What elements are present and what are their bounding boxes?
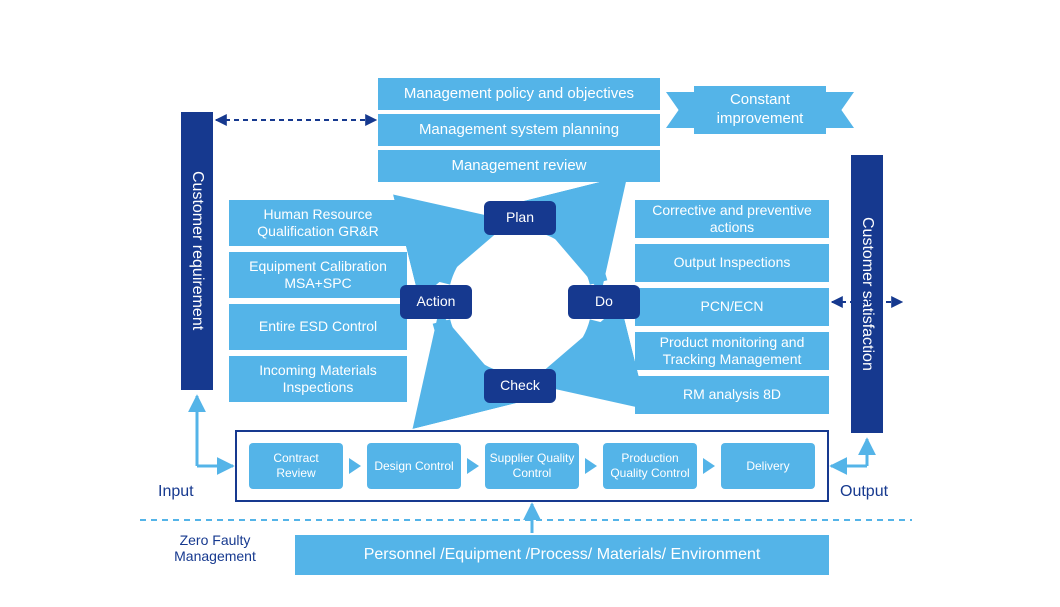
process-arrow-icon bbox=[585, 458, 597, 474]
process-step: Design Control bbox=[367, 443, 461, 489]
customer-satisfaction-text: Customer satisfaction bbox=[857, 217, 877, 371]
process-arrow-icon bbox=[703, 458, 715, 474]
customer-requirement-bar: Customer requirement bbox=[181, 112, 213, 390]
left-stack-item: Incoming Materials Inspections bbox=[229, 356, 407, 402]
right-stack: Corrective and preventive actions Output … bbox=[635, 200, 829, 420]
right-stack-item: Output Inspections bbox=[635, 244, 829, 282]
process-step: Delivery bbox=[721, 443, 815, 489]
zero-faulty-label: Zero Faulty Management bbox=[155, 532, 275, 564]
input-label: Input bbox=[158, 483, 194, 501]
right-stack-item: RM analysis 8D bbox=[635, 376, 829, 414]
ribbon-tail-left bbox=[666, 92, 694, 128]
process-step: Production Quality Control bbox=[603, 443, 697, 489]
pdca-node-plan: Plan bbox=[484, 201, 556, 235]
top-stack-item: Management review bbox=[378, 150, 660, 182]
customer-satisfaction-bar: Customer satisfaction bbox=[851, 155, 883, 433]
left-stack-item: Equipment Calibration MSA+SPC bbox=[229, 252, 407, 298]
bottom-bar: Personnel /Equipment /Process/ Materials… bbox=[295, 535, 829, 575]
right-stack-item: Product monitoring and Tracking Manageme… bbox=[635, 332, 829, 370]
pdca-node-check: Check bbox=[484, 369, 556, 403]
top-stack: Management policy and objectives Manageme… bbox=[378, 78, 660, 186]
right-stack-item: PCN/ECN bbox=[635, 288, 829, 326]
top-stack-item: Management system planning bbox=[378, 114, 660, 146]
right-stack-item: Corrective and preventive actions bbox=[635, 200, 829, 238]
top-stack-item: Management policy and objectives bbox=[378, 78, 660, 110]
pdca-node-do: Do bbox=[568, 285, 640, 319]
process-arrow-icon bbox=[467, 458, 479, 474]
bottom-bar-text: Personnel /Equipment /Process/ Materials… bbox=[364, 545, 761, 565]
pdca-node-action: Action bbox=[400, 285, 472, 319]
left-stack-item: Human Resource Qualification GR&R bbox=[229, 200, 407, 246]
process-arrow-icon bbox=[349, 458, 361, 474]
process-step: Supplier Quality Control bbox=[485, 443, 579, 489]
left-stack-item: Entire ESD Control bbox=[229, 304, 407, 350]
output-label: Output bbox=[840, 483, 888, 501]
process-step: Contract Review bbox=[249, 443, 343, 489]
ribbon-tail-right bbox=[826, 92, 854, 128]
customer-requirement-text: Customer requirement bbox=[187, 171, 207, 330]
ribbon: Constantimprovement bbox=[680, 86, 840, 134]
ribbon-body: Constantimprovement bbox=[694, 86, 826, 134]
process-box: Contract Review Design Control Supplier Qu… bbox=[235, 430, 829, 502]
left-stack: Human Resource Qualification GR&R Equipme… bbox=[229, 200, 407, 408]
